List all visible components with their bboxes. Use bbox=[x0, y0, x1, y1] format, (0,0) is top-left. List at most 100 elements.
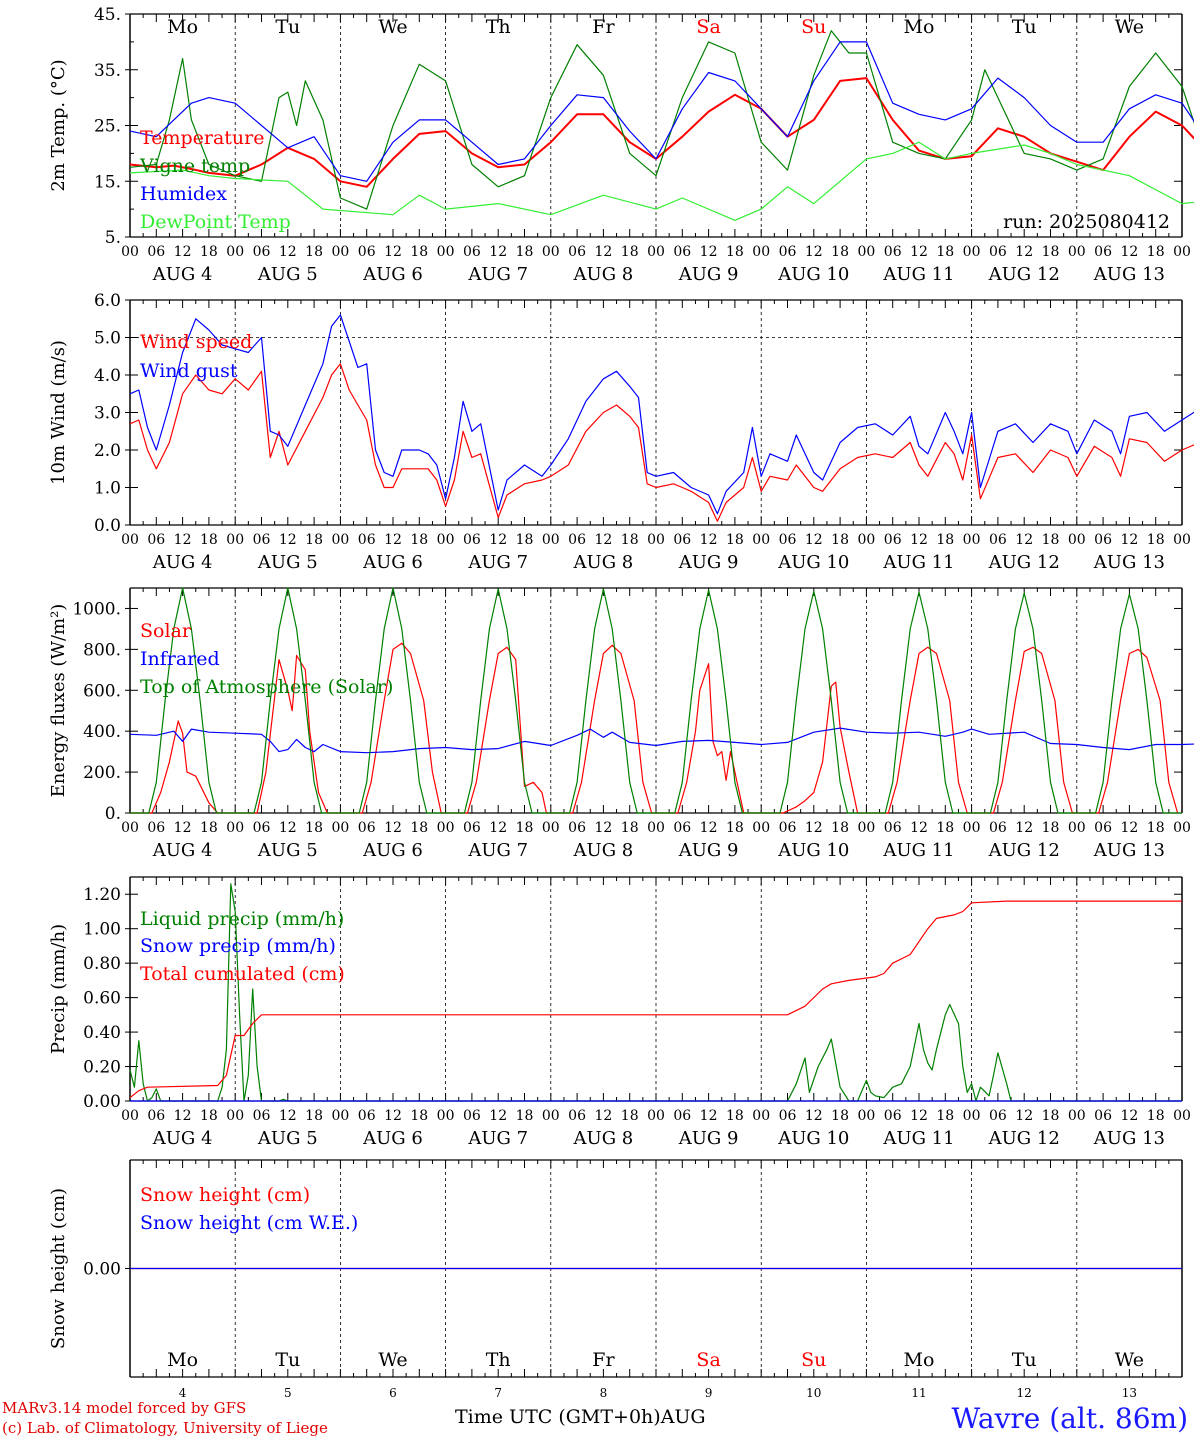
hour-tick-label: 12 bbox=[384, 820, 402, 836]
y-tick-label: 5. bbox=[105, 228, 121, 248]
hour-tick-label: 00 bbox=[226, 532, 244, 548]
model-credit: MARv3.14 model forced by GFS bbox=[2, 1399, 247, 1417]
date-label: AUG 13 bbox=[1093, 1128, 1165, 1149]
hour-tick-label: 06 bbox=[463, 820, 481, 836]
hour-tick-label: 06 bbox=[1094, 244, 1112, 260]
hour-tick-label: 06 bbox=[1094, 532, 1112, 548]
date-label: AUG 5 bbox=[257, 264, 318, 285]
hour-tick-label: 18 bbox=[1042, 1108, 1060, 1124]
y-axis-label: Precip (mm/h) bbox=[48, 924, 69, 1054]
legend-entry: Snow height (cm W.E.) bbox=[140, 1212, 358, 1234]
hour-tick-label: 00 bbox=[1173, 1108, 1191, 1124]
hour-tick-label: 12 bbox=[489, 244, 507, 260]
hour-tick-label: 06 bbox=[989, 820, 1007, 836]
legend-entry: Wind speed bbox=[140, 331, 252, 353]
hour-tick-label: 18 bbox=[936, 532, 954, 548]
hour-tick-label: 12 bbox=[279, 1108, 297, 1124]
hour-tick-label: 18 bbox=[305, 1108, 323, 1124]
legend-entry: Infrared bbox=[140, 648, 220, 670]
y-tick-label: 0.00 bbox=[83, 1092, 121, 1112]
hour-tick-label: 00 bbox=[542, 532, 560, 548]
y-tick-label: 5.0 bbox=[94, 329, 121, 349]
hour-tick-label: 18 bbox=[831, 532, 849, 548]
hour-tick-label: 12 bbox=[489, 820, 507, 836]
hour-tick-label: 06 bbox=[1094, 820, 1112, 836]
hour-tick-label: 00 bbox=[647, 820, 665, 836]
date-label: AUG 11 bbox=[882, 840, 954, 861]
day-name-top: We bbox=[1115, 16, 1144, 38]
hour-tick-label: 12 bbox=[489, 1108, 507, 1124]
hour-tick-label: 00 bbox=[963, 1108, 981, 1124]
date-label: AUG 11 bbox=[882, 1128, 954, 1149]
hour-tick-label: 06 bbox=[568, 820, 586, 836]
series-line-wind-gust bbox=[129, 314, 1194, 515]
y-tick-label: 0.0 bbox=[94, 516, 121, 536]
date-label: AUG 9 bbox=[678, 552, 739, 573]
hour-tick-label: 00 bbox=[121, 244, 139, 260]
date-label: AUG 12 bbox=[988, 1128, 1060, 1149]
hour-tick-label: 12 bbox=[174, 820, 192, 836]
station-label: Wavre (alt. 86m) bbox=[951, 1402, 1188, 1435]
hour-tick-label: 12 bbox=[384, 1108, 402, 1124]
series-line-total-cumulated-cm bbox=[129, 900, 1182, 1099]
hour-tick-label: 18 bbox=[831, 1108, 849, 1124]
hour-tick-label: 06 bbox=[358, 244, 376, 260]
day-name-top: Mo bbox=[904, 16, 935, 38]
hour-tick-label: 18 bbox=[726, 820, 744, 836]
hour-tick-label: 12 bbox=[910, 244, 928, 260]
hour-tick-label: 12 bbox=[489, 532, 507, 548]
hour-tick-label: 00 bbox=[857, 244, 875, 260]
hour-tick-label: 06 bbox=[779, 244, 797, 260]
hour-tick-label: 06 bbox=[884, 244, 902, 260]
hour-tick-label: 18 bbox=[936, 1108, 954, 1124]
hour-tick-label: 06 bbox=[884, 1108, 902, 1124]
day-name-top: Tu bbox=[1012, 16, 1037, 38]
date-label: AUG 6 bbox=[362, 1128, 423, 1149]
date-label: AUG 5 bbox=[257, 840, 318, 861]
hour-tick-label: 12 bbox=[594, 532, 612, 548]
legend-entry: Snow precip (mm/h) bbox=[140, 935, 336, 957]
y-tick-label: 35. bbox=[94, 61, 121, 81]
date-label: AUG 12 bbox=[988, 552, 1060, 573]
date-label: AUG 6 bbox=[362, 264, 423, 285]
date-label: AUG 4 bbox=[152, 552, 213, 573]
legend-entry: Top of Atmosphere (Solar) bbox=[140, 676, 393, 698]
y-tick-label: 1.0 bbox=[94, 479, 121, 499]
y-tick-label: 400. bbox=[83, 722, 121, 742]
date-label: AUG 8 bbox=[573, 552, 634, 573]
hour-tick-label: 18 bbox=[1147, 1108, 1165, 1124]
x-axis-title: Time UTC (GMT+0h)AUG bbox=[455, 1406, 706, 1428]
hour-tick-label: 18 bbox=[200, 244, 218, 260]
hour-tick-label: 00 bbox=[752, 820, 770, 836]
hour-tick-label: 18 bbox=[621, 532, 639, 548]
day-name-bottom: Mo bbox=[904, 1349, 935, 1371]
series-line-humidex bbox=[129, 41, 1194, 182]
y-tick-label: 800. bbox=[83, 640, 121, 660]
hour-tick-label: 12 bbox=[594, 244, 612, 260]
panel-4 bbox=[125, 876, 1183, 1102]
y-tick-label: 0.40 bbox=[83, 1023, 121, 1043]
y-tick-label: 600. bbox=[83, 681, 121, 701]
hour-tick-label: 00 bbox=[963, 820, 981, 836]
y-axis-label: 10m Wind (m/s) bbox=[48, 340, 69, 485]
hour-tick-label: 12 bbox=[700, 820, 718, 836]
day-name-top: Sa bbox=[696, 16, 720, 38]
hour-tick-label: 12 bbox=[174, 1108, 192, 1124]
date-label: AUG 11 bbox=[882, 264, 954, 285]
hour-tick-label: 00 bbox=[647, 532, 665, 548]
y-tick-label: 2.0 bbox=[94, 441, 121, 461]
hour-tick-label: 12 bbox=[910, 1108, 928, 1124]
hour-tick-label: 12 bbox=[1015, 1108, 1033, 1124]
legend-entry: Humidex bbox=[140, 183, 227, 205]
hour-tick-label: 18 bbox=[831, 820, 849, 836]
date-label: AUG 5 bbox=[257, 552, 318, 573]
y-tick-label: 25. bbox=[94, 117, 121, 137]
hour-tick-label: 00 bbox=[857, 532, 875, 548]
hour-tick-label: 18 bbox=[410, 820, 428, 836]
date-label: AUG 4 bbox=[152, 840, 213, 861]
day-name-bottom: Tu bbox=[275, 1349, 300, 1371]
legend-entry: Liquid precip (mm/h) bbox=[140, 908, 344, 930]
date-label: AUG 8 bbox=[573, 264, 634, 285]
hour-tick-label: 00 bbox=[752, 532, 770, 548]
hour-tick-label: 18 bbox=[621, 1108, 639, 1124]
